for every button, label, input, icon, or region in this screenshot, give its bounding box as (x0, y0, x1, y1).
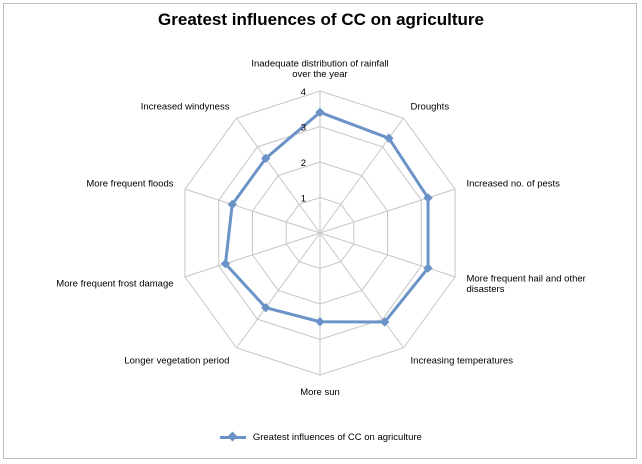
category-label: Longer vegetation period (124, 356, 229, 367)
tick-label: 3 (301, 123, 306, 134)
data-point (261, 153, 271, 164)
grid-spoke (236, 232, 321, 349)
series-line (223, 110, 430, 324)
category-label: More frequent floods (86, 178, 173, 189)
data-point (315, 107, 325, 118)
grid-spoke (319, 117, 404, 234)
data-point (423, 193, 433, 203)
category-label: Increased no. of pests (466, 178, 560, 189)
category-label: More sun (300, 387, 340, 398)
grid-spoke (319, 188, 456, 234)
grid-spoke (319, 232, 456, 278)
tick-label: 2 (301, 158, 306, 169)
legend-series-marker (220, 432, 247, 442)
data-point (227, 199, 237, 210)
category-label: More frequent frost damage (56, 279, 173, 290)
category-label: Increasing temperatures (411, 356, 514, 367)
chart-title: Greatest influences of CC on agriculture (158, 10, 484, 29)
category-label: Inadequate distribution of rainfall over … (251, 59, 388, 81)
data-point (384, 133, 394, 143)
data-point (423, 263, 433, 273)
grid-spoke (236, 117, 321, 234)
tick-label: 1 (301, 194, 306, 205)
legend: Greatest influences of CC on agriculture (0, 432, 642, 443)
category-label: Increased windyness (141, 101, 230, 112)
grid-spoke (184, 188, 321, 234)
category-label: More frequent hail and other disasters (466, 273, 585, 295)
grid-spoke (184, 232, 321, 278)
legend-series-label: Greatest influences of CC on agriculture (252, 432, 422, 443)
data-point (315, 317, 325, 327)
tick-label: 4 (301, 87, 306, 98)
grid-spoke (319, 232, 404, 349)
category-label: Droughts (411, 101, 450, 112)
data-point (220, 259, 231, 269)
data-point (379, 317, 390, 327)
data-point (261, 302, 271, 313)
